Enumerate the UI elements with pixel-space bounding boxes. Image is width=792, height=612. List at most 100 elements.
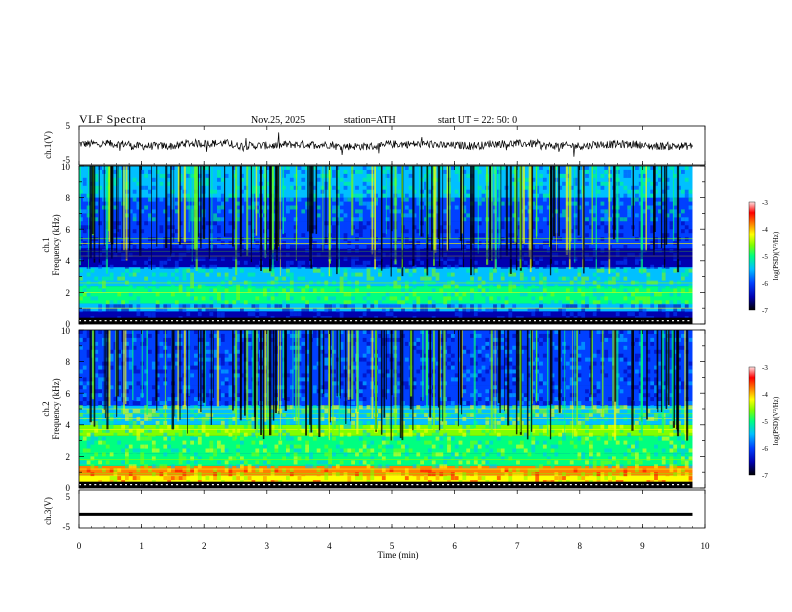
spectrogram-cell (132, 197, 137, 202)
spectrogram-cell (462, 197, 467, 202)
spectrogram-cell (424, 308, 428, 313)
spectrogram-cell (79, 381, 83, 386)
spectrogram-cell (481, 365, 486, 370)
spectrogram-cell (596, 276, 601, 281)
spectrogram-cell (255, 221, 260, 226)
spectrogram-cell (562, 288, 566, 293)
sferic-streak (448, 166, 450, 250)
spectrogram-cell (282, 166, 286, 170)
spectrogram-cell (427, 173, 432, 178)
spectrogram-cell (661, 233, 666, 238)
spectrogram-cell (416, 201, 421, 206)
spectrogram-cell (339, 288, 344, 293)
spectrogram-cell (362, 304, 367, 309)
spectrogram-cell (255, 201, 260, 206)
spectrogram-cell (623, 169, 628, 174)
spectrogram-cell (462, 389, 467, 394)
spectrogram-cell (228, 357, 233, 362)
spectrogram-cell (496, 296, 501, 301)
spectrogram-cell (240, 245, 244, 249)
spectrogram-cell (523, 193, 528, 198)
spectrogram-cell (182, 276, 187, 281)
spectrogram-cell (251, 412, 256, 417)
spectrogram-cell (542, 288, 547, 293)
spectrogram-cell (531, 337, 536, 342)
spectrogram-cell (236, 288, 240, 293)
spectrogram-cell (531, 397, 536, 402)
spectrogram-cell (266, 401, 271, 406)
spectrogram-cell (144, 420, 148, 425)
spectrogram-cell (673, 284, 678, 289)
spectrogram-cell (646, 381, 651, 386)
spectrogram-cell (404, 405, 409, 410)
spectrogram-cell (132, 401, 137, 406)
spectrogram-cell (167, 420, 171, 425)
spectrogram-cell (673, 369, 678, 374)
spectrogram-cell (623, 217, 628, 222)
spectrogram-cell (527, 401, 532, 406)
spectrogram-cell (174, 225, 179, 230)
spectrogram-cell (401, 288, 405, 293)
spectrogram-cell (286, 416, 290, 421)
ch1-ytick-8: 8 (66, 193, 71, 203)
sferic-streak (282, 166, 284, 235)
spectrogram-cell (684, 308, 689, 313)
spectrogram-cell (136, 185, 141, 190)
spectrogram-cell (439, 292, 444, 297)
spectrogram-cell (155, 412, 160, 417)
spectrogram-cell (102, 420, 106, 425)
spectrogram-cell (332, 237, 336, 242)
spectrogram-cell (638, 268, 643, 273)
sferic-streak (529, 166, 532, 273)
spectrogram-cell (362, 357, 367, 362)
spectrogram-cell (232, 369, 237, 374)
spectrogram-cell (481, 357, 486, 362)
spectrogram-cell (86, 409, 91, 413)
spectrogram-cell (174, 276, 179, 281)
spectrogram-cell (236, 245, 240, 249)
spectrogram-cell (366, 205, 371, 210)
low-freq-dash (181, 320, 184, 322)
ch1-cbar-tick-m6: -6 (762, 280, 768, 288)
spectrogram-cell (673, 365, 678, 370)
spectrogram-cell (197, 300, 202, 305)
spectrogram-cell (374, 245, 378, 249)
spectrogram-cell (224, 237, 229, 242)
spectrogram-cell (358, 245, 363, 249)
spectrogram-cell (339, 373, 344, 378)
spectrogram-cell (481, 377, 486, 382)
spectrogram-cell (673, 197, 678, 202)
sferic-streak (390, 166, 392, 277)
spectrogram-cell (665, 397, 670, 402)
spectrogram-cell (573, 229, 578, 234)
spectrogram-cell (477, 353, 482, 358)
spectrogram-cell (155, 237, 160, 242)
sferic-streak (437, 166, 440, 239)
spectrogram-cell (600, 213, 605, 218)
spectrogram-cell (332, 296, 336, 301)
spectrogram-cell (289, 284, 294, 289)
low-freq-dash (493, 320, 496, 322)
low-freq-dash (549, 320, 552, 322)
spectrogram-cell (217, 225, 221, 230)
spectrogram-cell (247, 405, 252, 410)
spectrogram-cell (305, 349, 309, 354)
spectrogram-cell (385, 166, 390, 170)
spectrogram-cell (213, 225, 217, 230)
spectrogram-cell (259, 312, 263, 317)
spectrogram-cell (282, 288, 286, 293)
spectrogram-cell (681, 276, 685, 281)
spectrogram-cell (447, 337, 451, 342)
low-freq-dash (263, 320, 265, 322)
spectrogram-cell (213, 365, 217, 370)
spectrogram-cell (151, 276, 156, 281)
low-freq-dash (344, 320, 347, 322)
spectrogram-cell (121, 361, 125, 366)
spectrogram-cell (470, 308, 474, 313)
spectrogram-cell (650, 189, 655, 194)
spectrogram-cell (378, 268, 382, 273)
spectrogram-cell (121, 245, 125, 249)
spectrogram-cell (362, 166, 367, 170)
spectrogram-cell (404, 341, 409, 346)
spectrogram-cell (558, 225, 563, 230)
